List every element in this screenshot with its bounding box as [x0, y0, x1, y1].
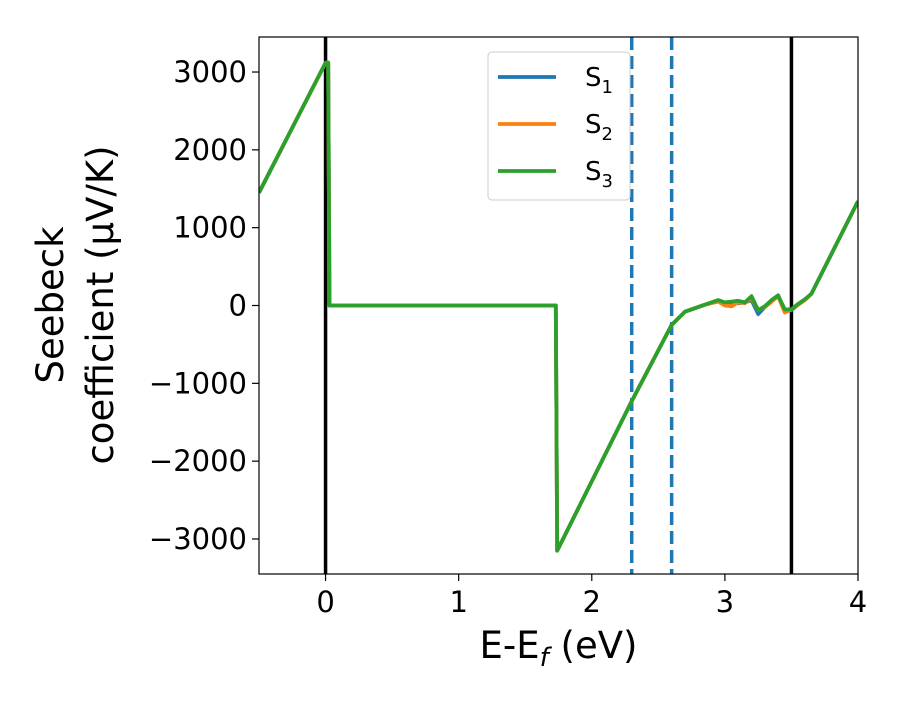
legend-box [487, 51, 631, 201]
x-tick-label: 2 [583, 585, 601, 619]
y-axis-title-line-1: Seebeck [29, 226, 72, 384]
y-tick-label: 0 [229, 289, 247, 323]
x-tick-label: 3 [716, 585, 734, 619]
y-tick-label: −3000 [149, 522, 247, 556]
legend-label-S3: S3 [585, 157, 613, 192]
series-line-S3 [259, 60, 858, 553]
y-tick-label: −2000 [149, 444, 247, 478]
x-tick-label: 4 [849, 585, 867, 619]
y-tick-label: −1000 [149, 366, 247, 400]
legend-label-S2: S2 [585, 110, 613, 145]
x-axis-title: E-Ef (eV) [480, 624, 638, 673]
y-tick-label: 2000 [173, 133, 247, 167]
y-tick-label: 1000 [173, 211, 247, 245]
y-tick-label: 3000 [173, 55, 247, 89]
x-tick-label: 1 [449, 585, 467, 619]
x-tick-label: 0 [316, 585, 334, 619]
y-axis-title: Seebeck coefficient (μV/K) [29, 145, 122, 464]
y-axis-title-line-2: coefficient (μV/K) [79, 145, 122, 464]
legend-label-S1: S1 [585, 63, 613, 98]
